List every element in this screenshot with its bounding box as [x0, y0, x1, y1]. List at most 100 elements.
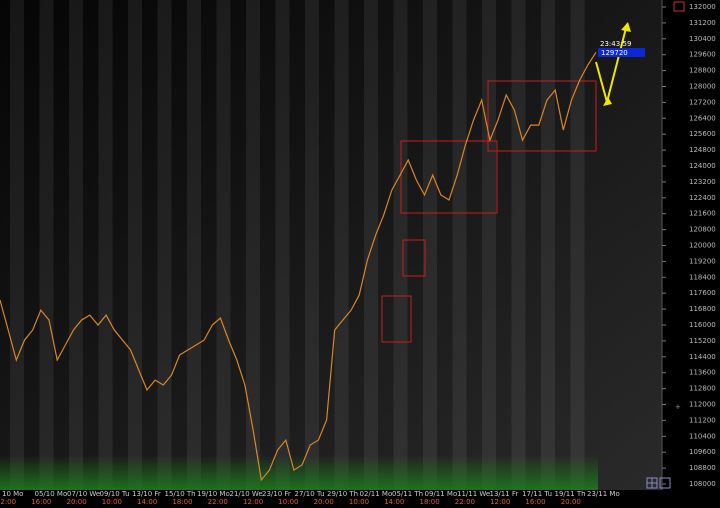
session-band	[157, 0, 172, 490]
price-tag	[598, 48, 645, 57]
session-band	[393, 0, 408, 490]
x-date-label: 17/11 Tu	[522, 490, 552, 498]
y-tick-label: 111200	[689, 416, 716, 424]
session-band	[305, 0, 319, 490]
y-tick-label: 127200	[689, 98, 716, 106]
x-time-label: 16:00	[525, 498, 545, 506]
y-tick-label: 128800	[689, 67, 716, 75]
y-tick-label: 112000	[689, 401, 716, 409]
y-tick-label: 112800	[689, 385, 716, 393]
y-tick-label: 121600	[689, 210, 716, 218]
session-band	[10, 0, 24, 490]
y-tick-label: 117600	[689, 289, 716, 297]
x-time-label: 22:00	[208, 498, 228, 506]
y-tick-label: 129600	[689, 51, 716, 59]
x-time-label: 20:00	[561, 498, 581, 506]
y-tick-label: 120000	[689, 242, 716, 250]
x-time-label: 20:00	[67, 498, 87, 506]
x-date-label: 09/10 Tu	[100, 490, 130, 498]
x-date-label: 27/10 Tu	[295, 490, 325, 498]
session-band	[69, 0, 83, 490]
crosshair-marker: +	[675, 403, 681, 411]
x-date-label: 23/11 Mo	[587, 490, 620, 498]
x-time-label: 22:00	[0, 498, 16, 506]
y-tick-label: 114400	[689, 353, 716, 361]
y-tick-label: 132000	[689, 3, 716, 11]
x-time-label: 18:00	[172, 498, 192, 506]
x-date-label: 05/11 Th	[392, 490, 423, 498]
y-tick-label: 116800	[689, 305, 716, 313]
y-tick-label: 120800	[689, 226, 716, 234]
y-tick-label: 115200	[689, 337, 716, 345]
x-date-label: 21/10 We	[230, 490, 263, 498]
session-band	[187, 0, 201, 490]
session-band	[128, 0, 142, 490]
x-date-label: 07/10 We	[67, 490, 100, 498]
session-band	[482, 0, 496, 490]
session-band	[246, 0, 260, 490]
y-tick-label: 113600	[689, 369, 716, 377]
x-date-label: 13/10 Fr	[132, 490, 161, 498]
y-tick-label: 116000	[689, 321, 716, 329]
x-time-label: 10:00	[278, 498, 298, 506]
x-time-label: 12:00	[243, 498, 263, 506]
y-tick-label: 119200	[689, 257, 716, 265]
x-time-label: 14:00	[384, 498, 404, 506]
session-band	[541, 0, 555, 490]
session-band	[364, 0, 378, 490]
x-date-label: 15/10 Th	[165, 490, 196, 498]
x-date-label: 10 Mo	[2, 490, 23, 498]
x-time-label: 18:00	[420, 498, 440, 506]
x-time-label: 12:00	[490, 498, 510, 506]
y-tick-label: 108800	[689, 464, 716, 472]
session-band	[39, 0, 54, 490]
x-time-label: 20:00	[314, 498, 334, 506]
y-tick-label: 124800	[689, 146, 716, 154]
y-tick-label: 110400	[689, 432, 716, 440]
session-band	[98, 0, 113, 490]
x-date-label: 02/11 Mo	[360, 490, 393, 498]
session-band	[511, 0, 526, 490]
x-date-label: 23/10 Fr	[262, 490, 291, 498]
x-time-label: 10:00	[349, 498, 369, 506]
session-bands	[10, 0, 585, 490]
session-band	[452, 0, 467, 490]
x-time-label: 10:00	[102, 498, 122, 506]
x-time-label: 22:00	[455, 498, 475, 506]
tool-icon[interactable]	[673, 1, 685, 12]
y-tick-label: 130400	[689, 35, 716, 43]
x-date-label: 09/11 Mo	[425, 490, 458, 498]
plot-background	[0, 0, 662, 490]
session-band	[423, 0, 437, 490]
session-band	[275, 0, 290, 490]
volume-area	[0, 455, 598, 490]
y-tick-label: 126400	[689, 114, 716, 122]
session-band	[216, 0, 231, 490]
y-tick-label: 108000	[689, 480, 716, 488]
corner-icons[interactable]	[646, 477, 671, 489]
y-tick-label: 131200	[689, 19, 716, 27]
x-date-label: 19/11 Th	[555, 490, 586, 498]
y-axis-panel	[662, 0, 720, 508]
y-tick-label: 124000	[689, 162, 716, 170]
x-time-label: 16:00	[31, 498, 51, 506]
x-date-label: 11/11 We	[457, 490, 490, 498]
x-date-label: 05/10 Mo	[35, 490, 68, 498]
arrows	[595, 22, 631, 106]
y-tick-label: 118400	[689, 273, 716, 281]
x-time-label: 14:00	[137, 498, 157, 506]
time-annotation: 23:43:59	[600, 40, 631, 48]
x-date-label: 19/10 Mo	[197, 490, 230, 498]
x-date-label: 13/11 Fr	[490, 490, 519, 498]
y-tick-label: 123200	[689, 178, 716, 186]
session-band	[334, 0, 349, 490]
price-line	[0, 51, 597, 482]
y-tick-label: 122400	[689, 194, 716, 202]
y-tick-label: 128000	[689, 83, 716, 91]
price-annotation: 129720	[601, 49, 628, 57]
x-date-label: 29/10 Th	[327, 490, 358, 498]
y-tick-label: 109600	[689, 448, 716, 456]
session-band	[570, 0, 585, 490]
x-axis-panel	[0, 490, 662, 508]
